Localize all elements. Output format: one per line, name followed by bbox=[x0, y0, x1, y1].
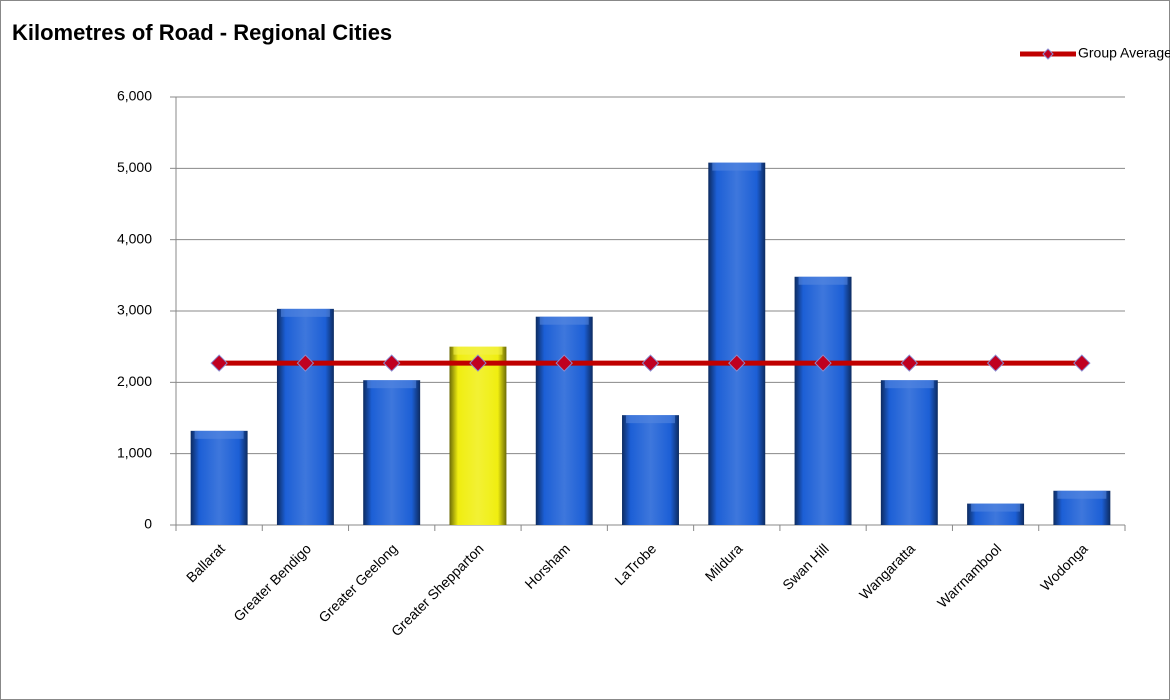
bar bbox=[880, 380, 938, 525]
line-marker bbox=[210, 354, 228, 372]
chart-title: Kilometres of Road - Regional Cities bbox=[12, 20, 392, 45]
bar-highlight bbox=[453, 346, 503, 355]
line-marker bbox=[1073, 354, 1091, 372]
y-tick-label: 1,000 bbox=[117, 444, 152, 460]
bar bbox=[190, 430, 248, 525]
line-marker bbox=[814, 354, 832, 372]
bar-highlight bbox=[539, 316, 589, 325]
bar bbox=[708, 162, 766, 526]
line-marker bbox=[986, 354, 1005, 372]
legend-label: Group Average bbox=[1078, 45, 1170, 61]
y-tick-label: 3,000 bbox=[117, 302, 152, 318]
y-tick-label: 6,000 bbox=[117, 88, 152, 104]
legend-marker bbox=[1042, 48, 1054, 60]
line-marker bbox=[469, 354, 487, 372]
bar-highlight bbox=[367, 380, 417, 389]
y-tick-label: 4,000 bbox=[117, 230, 152, 246]
line-marker bbox=[641, 354, 660, 372]
bar-highlight bbox=[626, 415, 675, 424]
y-tick-label: 0 bbox=[144, 516, 152, 532]
bar-highlight bbox=[280, 308, 330, 317]
bar bbox=[449, 346, 507, 525]
line-marker bbox=[728, 354, 746, 372]
y-tick-label: 2,000 bbox=[117, 373, 152, 389]
line-marker bbox=[296, 354, 315, 372]
y-tick-label: 5,000 bbox=[117, 159, 152, 175]
bar-highlight bbox=[798, 276, 848, 285]
bar-highlight bbox=[194, 430, 244, 439]
bar-highlight bbox=[971, 503, 1021, 512]
line-marker bbox=[900, 354, 919, 372]
bar bbox=[622, 415, 679, 525]
bar bbox=[363, 380, 421, 525]
bar-highlight bbox=[712, 162, 762, 171]
bar-highlight bbox=[884, 380, 934, 389]
line-marker bbox=[382, 354, 401, 372]
bar bbox=[535, 316, 593, 525]
bar-highlight bbox=[1057, 490, 1107, 499]
bar bbox=[794, 276, 852, 525]
bar bbox=[276, 308, 334, 525]
line-marker bbox=[555, 354, 573, 372]
